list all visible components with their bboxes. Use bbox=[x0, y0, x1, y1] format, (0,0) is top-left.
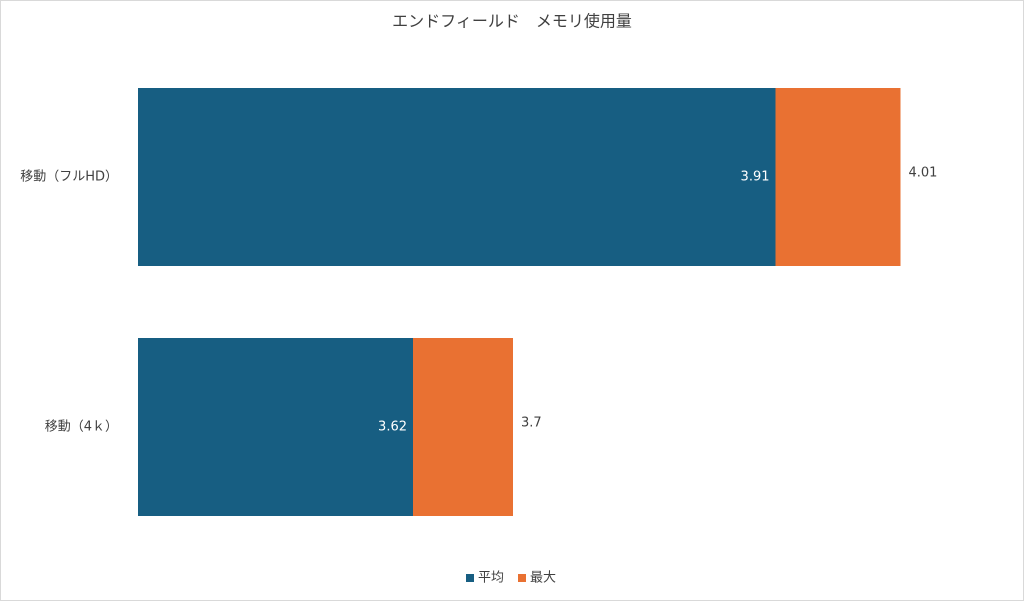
y-tick-label: 移動（4ｋ） bbox=[45, 420, 118, 435]
bar bbox=[138, 338, 413, 516]
bar bbox=[138, 88, 776, 266]
legend-label: 平均 bbox=[478, 571, 504, 586]
data-label: 3.91 bbox=[741, 170, 770, 185]
data-label: 3.62 bbox=[378, 420, 407, 435]
legend-swatch bbox=[518, 574, 526, 582]
legend-label: 最大 bbox=[530, 571, 556, 586]
y-tick-label: 移動（フルHD） bbox=[20, 170, 118, 185]
legend-swatch bbox=[466, 574, 474, 582]
data-label: 3.7 bbox=[521, 416, 542, 431]
chart-title: エンドフィールド メモリ使用量 bbox=[392, 12, 632, 31]
data-label: 4.01 bbox=[909, 166, 938, 181]
